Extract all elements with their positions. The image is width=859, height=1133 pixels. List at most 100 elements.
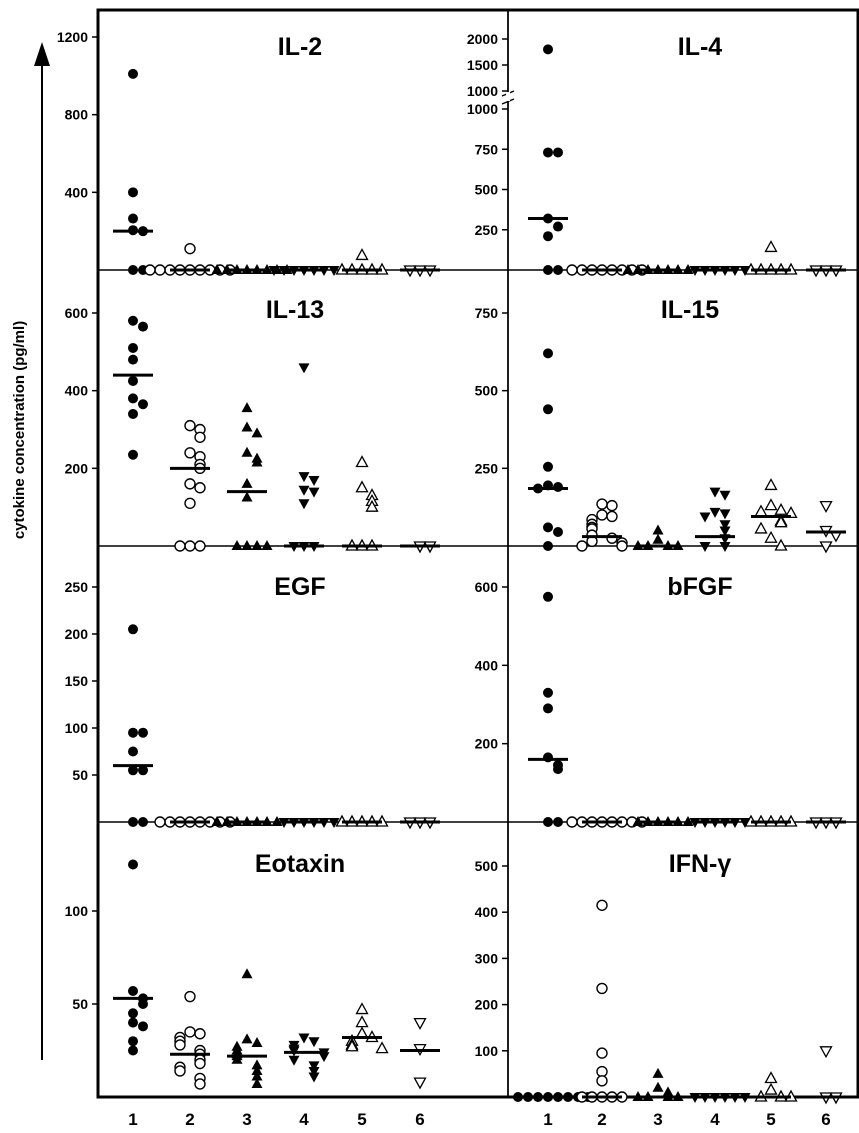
data-point (513, 1092, 523, 1102)
data-point (709, 507, 721, 518)
data-point (754, 504, 768, 517)
y-tick-label: 400 (475, 657, 499, 673)
data-point (298, 499, 310, 510)
y-tick-label: 50 (72, 767, 88, 783)
y-tick-label: 250 (475, 460, 499, 476)
data-point (128, 859, 138, 870)
panels-layer: 1200 800 400 IL-2 2000 1500 1000 1000 750 500 250 I… (57, 10, 858, 1105)
axis-break-mark (501, 98, 515, 105)
y-tick-label: 1500 (467, 57, 498, 73)
y-tick-label: 1000 (467, 83, 498, 99)
y-tick-label: 300 (475, 950, 499, 966)
y-tick-label: 100 (65, 903, 89, 919)
data-point (128, 624, 138, 635)
data-point (819, 1046, 833, 1059)
data-point (543, 147, 553, 158)
y-axis-label: cytokine concentration (pg/ml) (11, 321, 28, 539)
data-point (184, 478, 196, 490)
y-tick-label: 200 (475, 736, 499, 752)
data-point (739, 1093, 751, 1103)
data-point (128, 765, 138, 776)
y-tick-label: 50 (72, 996, 88, 1012)
data-point (774, 502, 788, 515)
figure-frame (96, 8, 859, 1099)
data-point (251, 1070, 263, 1081)
data-point (355, 1002, 369, 1015)
y-tick-label: 2000 (467, 31, 498, 47)
data-point (174, 1065, 186, 1077)
x-tick-label: 1 (543, 1110, 552, 1129)
data-point (174, 1039, 186, 1051)
data-point (298, 485, 310, 496)
x-tick-label: 2 (597, 1110, 606, 1129)
data-point (596, 1065, 608, 1078)
data-point (138, 321, 148, 332)
data-point (251, 540, 263, 550)
y-tick-label: 200 (475, 997, 499, 1013)
panel-il-13: 600 400 200 IL-13 (65, 296, 508, 554)
data-point (596, 982, 608, 995)
y-tick-label: 100 (475, 1043, 499, 1059)
y-tick-label: 200 (65, 626, 89, 642)
data-point (345, 1039, 359, 1052)
y-tick-label: 750 (475, 305, 499, 321)
data-point (241, 491, 253, 502)
data-point (144, 264, 156, 276)
data-point (596, 1075, 608, 1087)
data-point (184, 242, 196, 255)
panel-title: IFN-γ (669, 850, 732, 878)
data-point (709, 487, 721, 498)
data-point (375, 1041, 389, 1054)
data-point (138, 999, 148, 1009)
panel-title: Eotaxin (255, 850, 345, 878)
data-point (774, 515, 788, 528)
data-point (251, 1059, 263, 1070)
y-tick-label: 500 (475, 858, 499, 874)
data-point (543, 541, 553, 551)
data-point (606, 510, 618, 523)
data-point (194, 431, 206, 443)
data-point (251, 1064, 263, 1075)
data-point (184, 990, 196, 1003)
data-point (553, 147, 563, 158)
y-tick-label: 600 (475, 579, 499, 595)
data-point (184, 447, 196, 459)
data-point (719, 509, 731, 520)
data-point (596, 509, 608, 521)
data-point (138, 727, 148, 738)
data-point (739, 818, 751, 828)
panel-title: IL-15 (661, 296, 719, 324)
data-point (251, 456, 263, 467)
data-point (128, 449, 138, 460)
data-point (413, 1077, 427, 1090)
data-point (652, 533, 664, 544)
y-tick-label: 400 (65, 184, 89, 200)
data-point (543, 348, 553, 359)
data-point (553, 764, 563, 775)
x-tick-labels: 1 2 3 4 5 6 1 2 3 4 5 6 (128, 1110, 830, 1129)
y-tick-label: 250 (65, 579, 89, 595)
data-point (764, 478, 778, 491)
data-point (355, 1015, 369, 1028)
data-point (739, 266, 751, 276)
data-point (298, 1033, 310, 1044)
data-point (174, 540, 186, 552)
data-point (553, 481, 563, 492)
data-point (128, 213, 138, 224)
data-point (606, 499, 618, 512)
data-point (268, 266, 280, 276)
data-point (138, 1021, 148, 1032)
data-point (211, 816, 223, 826)
data-point (318, 1052, 330, 1063)
data-point (355, 480, 369, 493)
x-tick-label: 2 (185, 1110, 194, 1129)
data-point (719, 526, 731, 537)
data-point (184, 1026, 196, 1038)
data-point (128, 1017, 138, 1028)
data-point (616, 540, 628, 552)
data-point (652, 1067, 664, 1078)
data-point (596, 498, 608, 510)
data-point (251, 1077, 263, 1088)
y-tick-label: 100 (65, 720, 89, 736)
data-point (553, 265, 563, 275)
